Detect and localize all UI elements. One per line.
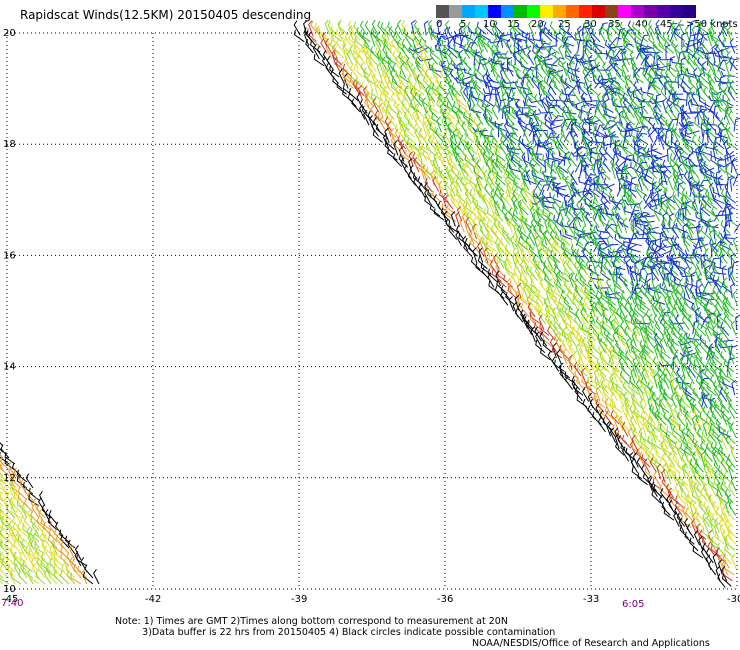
colorbar-swatch bbox=[605, 5, 618, 18]
time-label-right: 6:05 bbox=[622, 599, 645, 610]
lat-lon-grid bbox=[6, 32, 738, 590]
colorbar-swatch bbox=[488, 5, 501, 18]
colorbar-swatch bbox=[514, 5, 527, 18]
wind-barbs-layer bbox=[0, 18, 740, 588]
lon-tick-label: -45 bbox=[2, 594, 18, 605]
footnote: Note: 1) Times are GMT 2)Times along bot… bbox=[115, 616, 556, 638]
lat-tick-label: 18 bbox=[3, 139, 16, 150]
lon-tick-label: -39 bbox=[291, 594, 307, 605]
lat-tick-label: 16 bbox=[3, 250, 16, 261]
colorbar-swatch bbox=[462, 5, 475, 18]
colorbar-swatch bbox=[579, 5, 592, 18]
colorbar-label: >50 knots bbox=[686, 19, 738, 30]
colorbar-label: 40 bbox=[635, 19, 648, 30]
colorbar-swatch bbox=[449, 5, 462, 18]
lat-tick-label: 14 bbox=[3, 362, 16, 373]
colorbar-label: 0 bbox=[436, 19, 443, 30]
colorbar-label: 10 bbox=[483, 19, 496, 30]
lon-tick-label: -36 bbox=[437, 594, 453, 605]
lat-tick-label: 20 bbox=[3, 28, 16, 39]
lon-tick-label: -30 bbox=[727, 594, 740, 605]
colorbar-labels: 0 5 10 15 20 25 30 35 40 45 >50 knots bbox=[436, 19, 738, 33]
colorbar-swatch bbox=[475, 5, 488, 18]
wind-speed-colorbar bbox=[436, 5, 696, 18]
colorbar-label: 20 bbox=[531, 19, 544, 30]
lon-tick-label: -42 bbox=[145, 594, 161, 605]
credit-line: NOAA/NESDIS/Office of Research and Appli… bbox=[472, 638, 710, 649]
colorbar-swatch bbox=[683, 5, 696, 18]
colorbar-swatch bbox=[566, 5, 579, 18]
colorbar-label: 30 bbox=[584, 19, 597, 30]
colorbar-swatch bbox=[644, 5, 657, 18]
colorbar-label: 5 bbox=[460, 19, 467, 30]
colorbar-swatch bbox=[618, 5, 631, 18]
colorbar-swatch bbox=[540, 5, 553, 18]
lon-tick-label: -33 bbox=[583, 594, 599, 605]
map-title: Rapidscat Winds(12.5KM) 20150405 descend… bbox=[20, 8, 312, 22]
colorbar-label: 15 bbox=[507, 19, 520, 30]
axis-tick-labels: -45 -42 -39 -36 -33 -30 20 18 16 14 12 10 bbox=[2, 28, 740, 605]
colorbar-label: 25 bbox=[558, 19, 571, 30]
colorbar-swatch bbox=[670, 5, 683, 18]
colorbar-swatch bbox=[436, 5, 449, 18]
colorbar-swatch bbox=[657, 5, 670, 18]
colorbar-swatch bbox=[527, 5, 540, 18]
colorbar-label: 35 bbox=[608, 19, 621, 30]
colorbar-swatch bbox=[592, 5, 605, 18]
colorbar-swatch bbox=[501, 5, 514, 18]
colorbar-swatch bbox=[631, 5, 644, 18]
lat-tick-label: 10 bbox=[3, 584, 16, 595]
colorbar-label: 45 bbox=[660, 19, 673, 30]
lat-tick-label: 12 bbox=[3, 473, 16, 484]
time-label-left: 7:40 bbox=[1, 598, 24, 609]
colorbar-swatch bbox=[553, 5, 566, 18]
